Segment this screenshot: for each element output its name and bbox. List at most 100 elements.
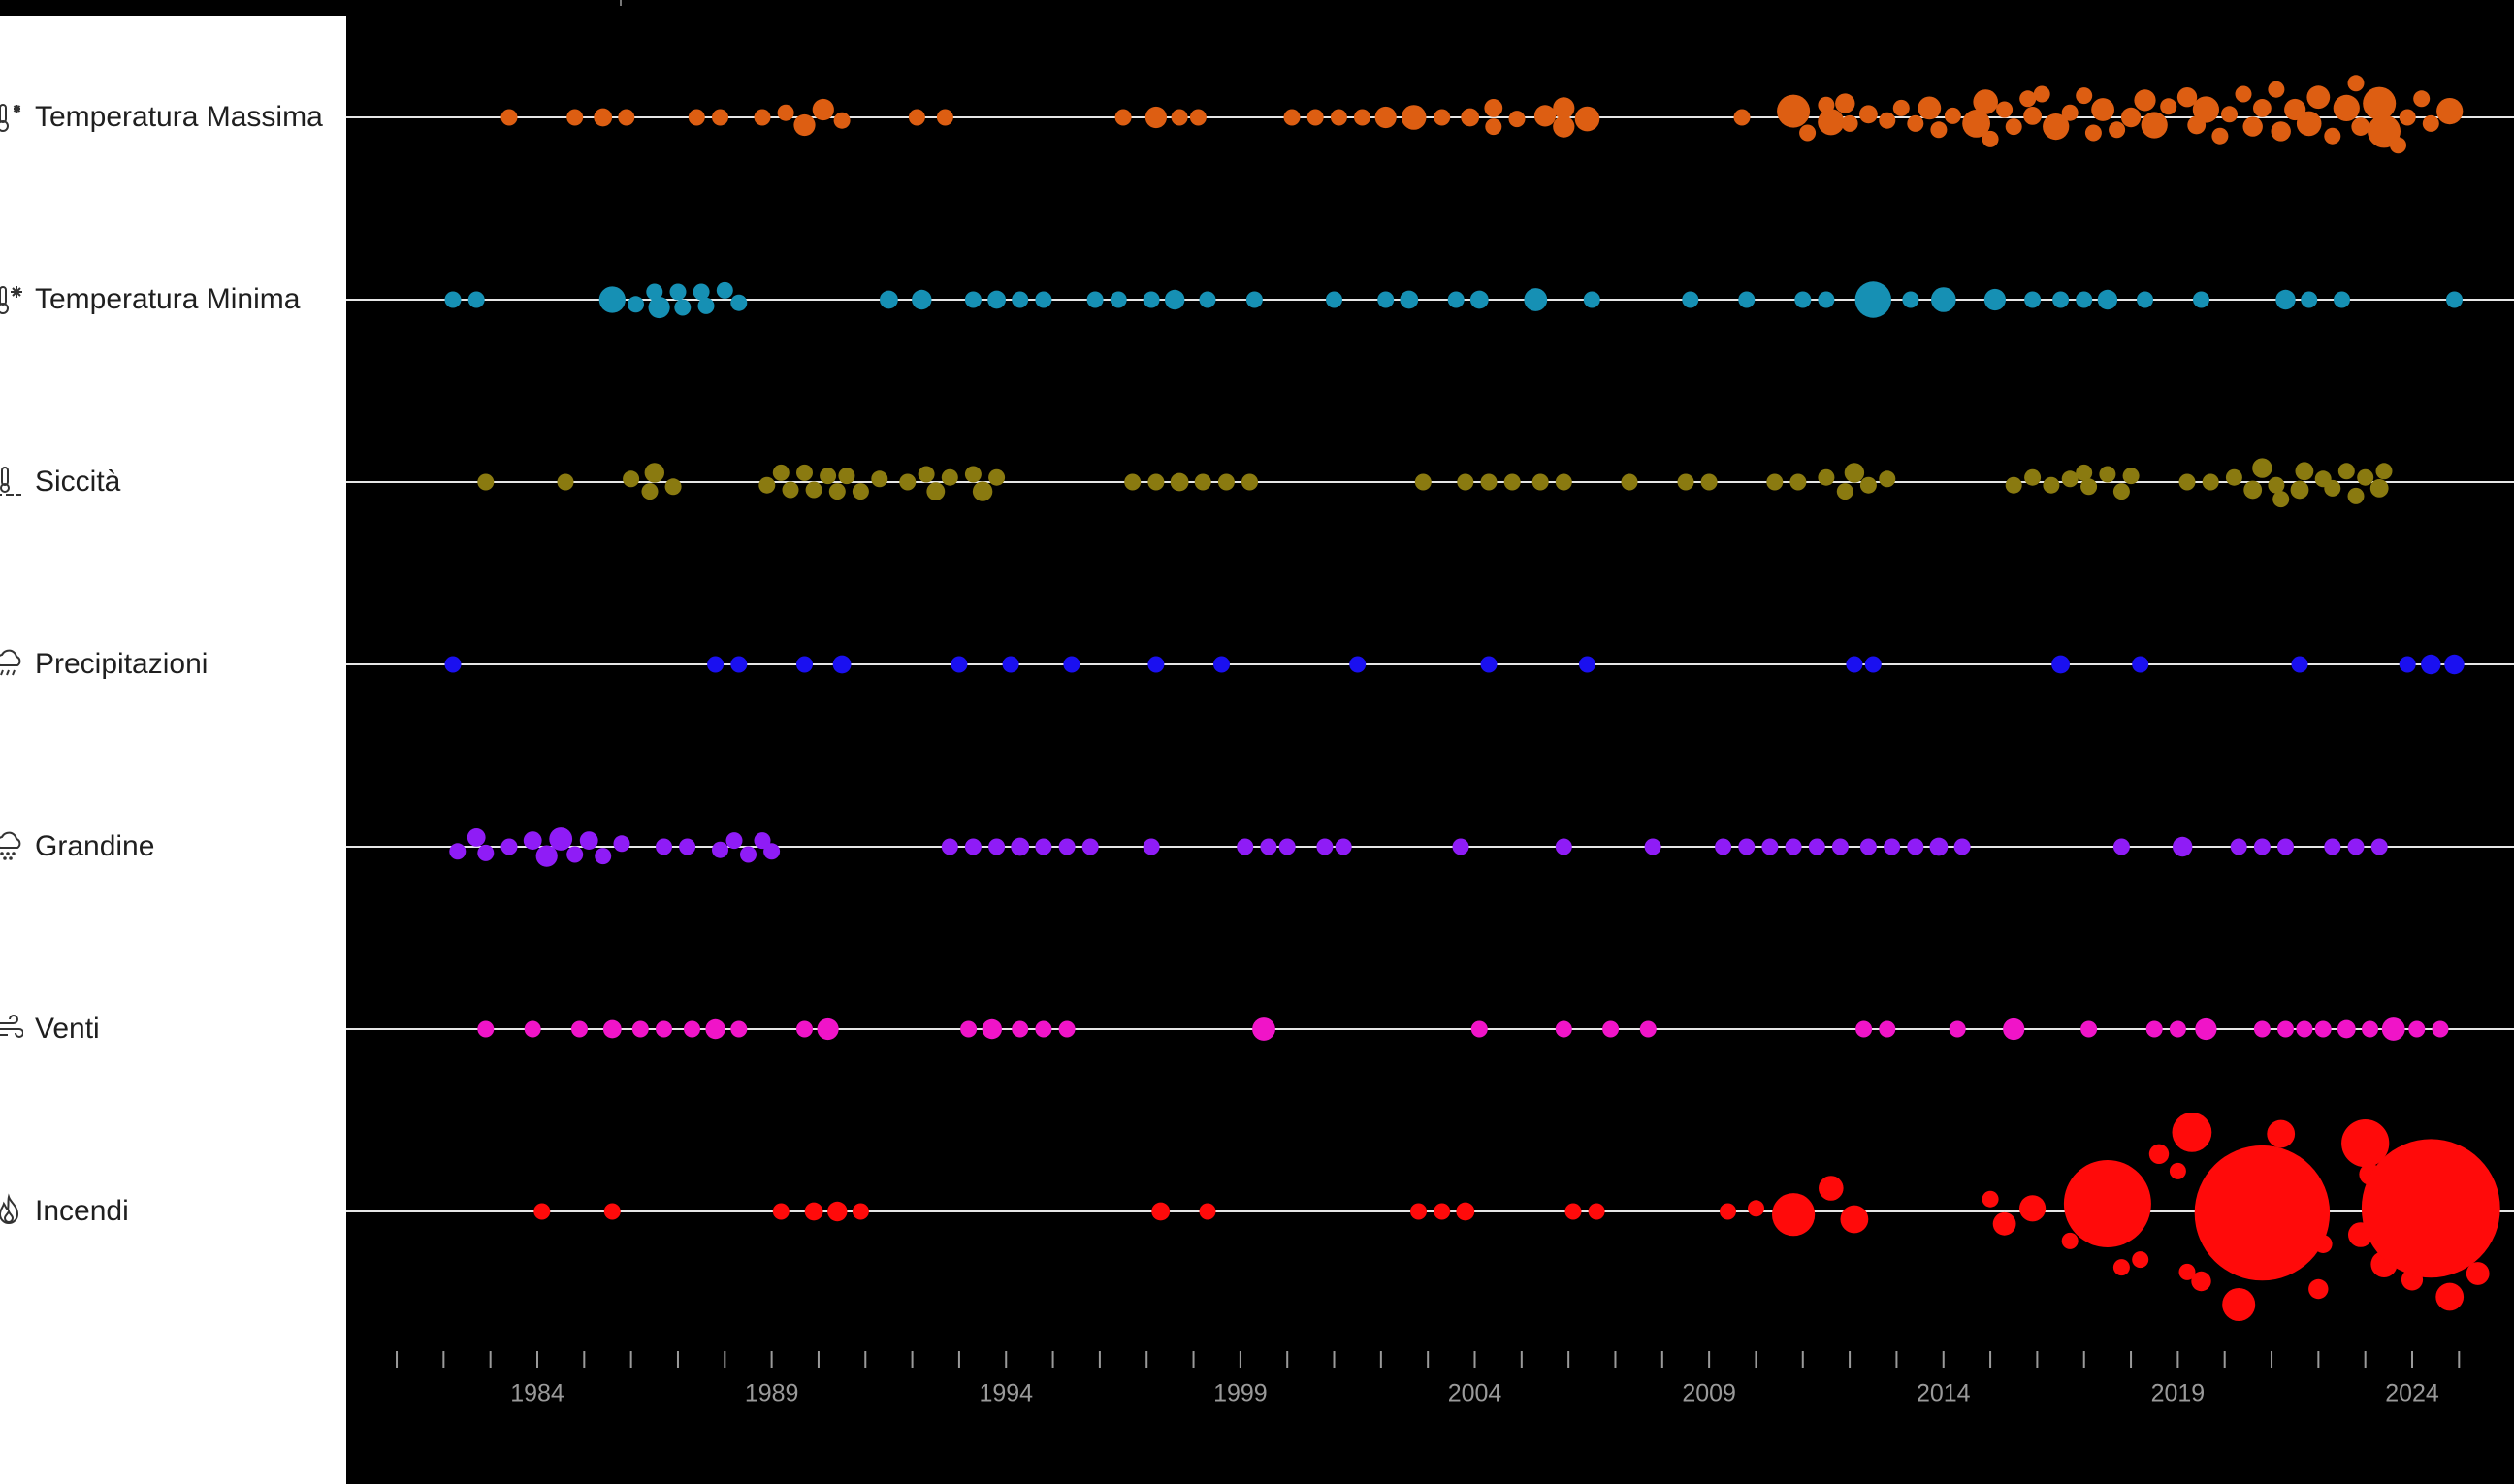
- series-group: [449, 827, 2388, 867]
- event-point: [1930, 121, 1948, 139]
- event-point: [2178, 473, 2196, 491]
- event-point: [656, 1020, 672, 1038]
- event-point: [964, 466, 982, 483]
- event-point: [2347, 838, 2365, 855]
- event-point: [1245, 291, 1263, 308]
- event-point: [2347, 487, 2365, 504]
- event-point: [941, 468, 958, 486]
- event-point: [2003, 1017, 2025, 1041]
- event-point: [2169, 1162, 2186, 1179]
- event-point: [1982, 1190, 1999, 1208]
- event-point: [964, 291, 982, 308]
- event-point: [2351, 117, 2370, 136]
- event-point: [1171, 109, 1188, 126]
- event-point: [2052, 291, 2070, 308]
- event-point: [1143, 838, 1160, 855]
- event-point: [2421, 654, 2441, 675]
- drought-icon: [0, 464, 23, 500]
- row-label-text: Incendi: [35, 1195, 129, 1227]
- event-point: [1918, 96, 1942, 120]
- event-point: [2268, 476, 2285, 494]
- event-point: [2375, 463, 2393, 480]
- event-point: [1410, 1203, 1427, 1220]
- thermometer-sun-icon: [0, 99, 23, 136]
- event-point: [833, 112, 851, 129]
- event-point: [524, 1020, 541, 1038]
- event-point: [566, 846, 584, 863]
- event-point: [951, 656, 968, 673]
- event-point: [1199, 1203, 1216, 1220]
- x-tick-label: 2019: [2151, 1380, 2206, 1407]
- event-point: [2080, 1020, 2098, 1038]
- event-point: [1808, 838, 1825, 855]
- event-point: [1035, 838, 1052, 855]
- row-label-incendi: Incendi: [0, 1187, 129, 1236]
- event-point: [1143, 291, 1160, 308]
- event-point: [1579, 656, 1595, 673]
- event-point: [2436, 98, 2464, 125]
- event-point: [2334, 291, 2350, 308]
- series-group: [500, 75, 2464, 154]
- event-point: [2120, 107, 2142, 128]
- row-label-text: Venti: [35, 1013, 100, 1045]
- event-point: [2268, 81, 2285, 98]
- event-point: [2097, 289, 2118, 310]
- event-point: [1766, 473, 1784, 491]
- event-point: [1682, 291, 1699, 308]
- event-point: [2084, 124, 2102, 142]
- event-point: [628, 296, 644, 313]
- event-point: [2112, 838, 2130, 855]
- event-point: [693, 283, 710, 301]
- event-point: [1555, 838, 1572, 855]
- event-point: [1794, 291, 1812, 308]
- event-point: [918, 466, 935, 483]
- event-point: [1035, 291, 1052, 308]
- event-point: [1531, 473, 1549, 491]
- event-point: [2295, 462, 2314, 481]
- event-point: [1480, 656, 1498, 673]
- event-point: [2132, 656, 2149, 673]
- event-point: [2267, 1119, 2296, 1148]
- event-point: [1583, 291, 1600, 308]
- event-point: [2043, 113, 2070, 141]
- event-point: [796, 464, 813, 481]
- event-point: [1973, 89, 1998, 114]
- top-strip: [0, 0, 346, 16]
- event-point: [2005, 476, 2022, 494]
- event-point: [664, 478, 682, 496]
- event-point: [2337, 1019, 2356, 1039]
- event-point: [1469, 290, 1489, 309]
- event-point: [644, 463, 664, 483]
- event-point: [2275, 289, 2296, 310]
- event-point: [2191, 1271, 2211, 1292]
- event-point: [1400, 290, 1419, 309]
- event-point: [684, 1020, 700, 1038]
- event-point: [2444, 654, 2465, 675]
- event-point: [2061, 1232, 2079, 1249]
- event-point: [1879, 112, 1896, 129]
- event-point: [477, 473, 495, 491]
- event-point: [1326, 291, 1342, 308]
- event-point: [1907, 114, 1924, 132]
- event-point: [2277, 1020, 2294, 1038]
- event-point: [754, 109, 771, 126]
- event-point: [2132, 1251, 2149, 1269]
- event-point: [1574, 106, 1600, 132]
- event-point: [1677, 473, 1694, 491]
- event-point: [730, 656, 748, 673]
- event-point: [2160, 98, 2177, 115]
- event-point: [1859, 105, 1878, 124]
- event-point: [782, 481, 799, 499]
- event-point: [2172, 1113, 2212, 1152]
- event-point: [500, 109, 518, 126]
- event-point: [2399, 109, 2416, 126]
- event-point: [1237, 838, 1254, 855]
- x-axis: 1984 1989 1994 1999 2004 2009 2014 2019 2024: [396, 1351, 2461, 1407]
- event-point: [623, 470, 640, 488]
- x-tick-label: 1989: [745, 1380, 799, 1407]
- event-point: [1349, 656, 1367, 673]
- event-point: [566, 109, 584, 126]
- event-point: [2051, 655, 2071, 674]
- event-point: [467, 828, 486, 847]
- event-point: [2370, 838, 2388, 855]
